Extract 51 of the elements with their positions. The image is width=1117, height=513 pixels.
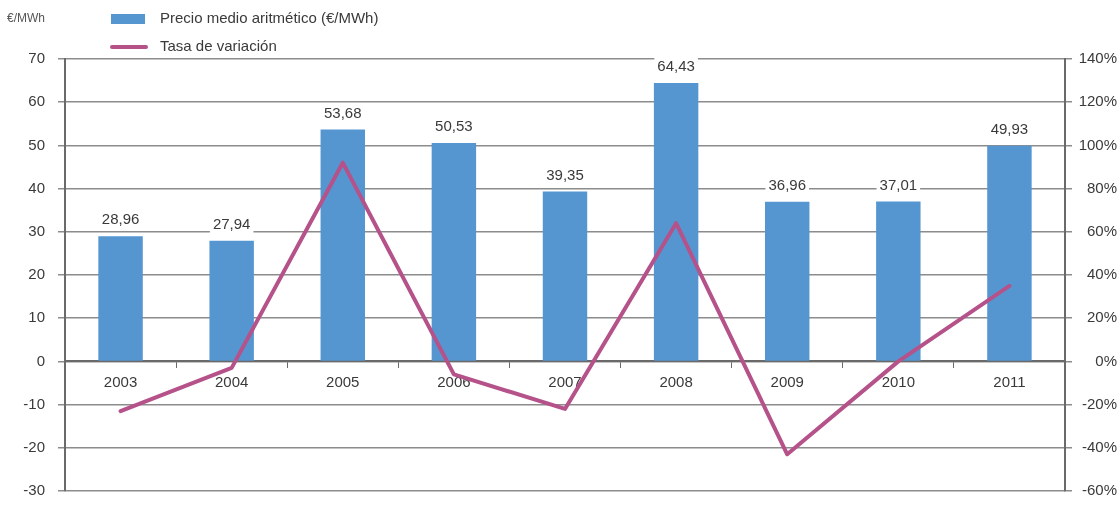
legend-label: Tasa de variación xyxy=(160,37,277,55)
x-tick-label: 2011 xyxy=(993,372,1026,390)
data-label: 53,68 xyxy=(324,103,362,121)
x-tick-label: 2008 xyxy=(659,372,693,390)
y2-tick-label: 80% xyxy=(1086,178,1117,196)
y2-tick-label: 0% xyxy=(1095,351,1117,369)
data-label: 27,94 xyxy=(212,214,251,232)
bar xyxy=(542,191,588,361)
bar xyxy=(765,201,810,361)
bar xyxy=(431,143,477,361)
y-tick-label: -30 xyxy=(23,481,45,499)
y2-tick-label: 120% xyxy=(1078,92,1117,110)
x-tick-label: 2005 xyxy=(326,372,360,390)
y2-tick-label: 60% xyxy=(1086,221,1117,239)
legend-label: Precio medio aritmético (€/MWh) xyxy=(160,9,379,27)
y-tick-label: 10 xyxy=(28,308,45,326)
data-label: 36,96 xyxy=(768,175,806,193)
y-tick-label: 60 xyxy=(28,92,45,110)
x-tick-label: 2003 xyxy=(103,372,138,390)
y-tick-label: 20 xyxy=(28,265,45,283)
bar xyxy=(653,83,699,361)
y2-tick-label: 40% xyxy=(1086,265,1117,283)
y-tick-label: 0 xyxy=(36,351,45,369)
y-tick-label: 50 xyxy=(28,135,45,153)
y2-tick-label: 100% xyxy=(1078,135,1117,153)
x-tick-label: 2010 xyxy=(881,372,916,390)
y-tick-label: 40 xyxy=(28,178,45,196)
bar xyxy=(209,240,254,361)
x-tick-label: 2007 xyxy=(548,372,582,390)
y2-tick-label: 140% xyxy=(1078,49,1117,67)
data-label: 64,43 xyxy=(657,57,695,75)
bar xyxy=(320,129,365,361)
data-label: 50,53 xyxy=(435,117,473,135)
data-label: 39,35 xyxy=(546,165,584,183)
y-tick-label: -20 xyxy=(23,437,45,455)
x-tick-label: 2009 xyxy=(770,372,804,390)
x-tick-label: 2004 xyxy=(214,372,249,390)
y2-tick-label: 20% xyxy=(1086,308,1117,326)
y2-tick-label: -40% xyxy=(1081,437,1117,455)
y2-tick-label: -60% xyxy=(1081,481,1117,499)
bar xyxy=(876,201,921,361)
y-tick-label: 30 xyxy=(28,221,45,239)
bar xyxy=(987,145,1032,361)
data-label: 49,93 xyxy=(990,119,1029,137)
y-tick-label: -10 xyxy=(23,394,45,412)
data-label: 28,96 xyxy=(101,210,140,228)
bar xyxy=(98,236,143,361)
y-tick-label: 70 xyxy=(28,49,45,67)
y2-tick-label: -20% xyxy=(1081,394,1117,412)
data-label: 37,01 xyxy=(879,175,918,193)
y-axis-title: €/MWh xyxy=(7,11,46,26)
